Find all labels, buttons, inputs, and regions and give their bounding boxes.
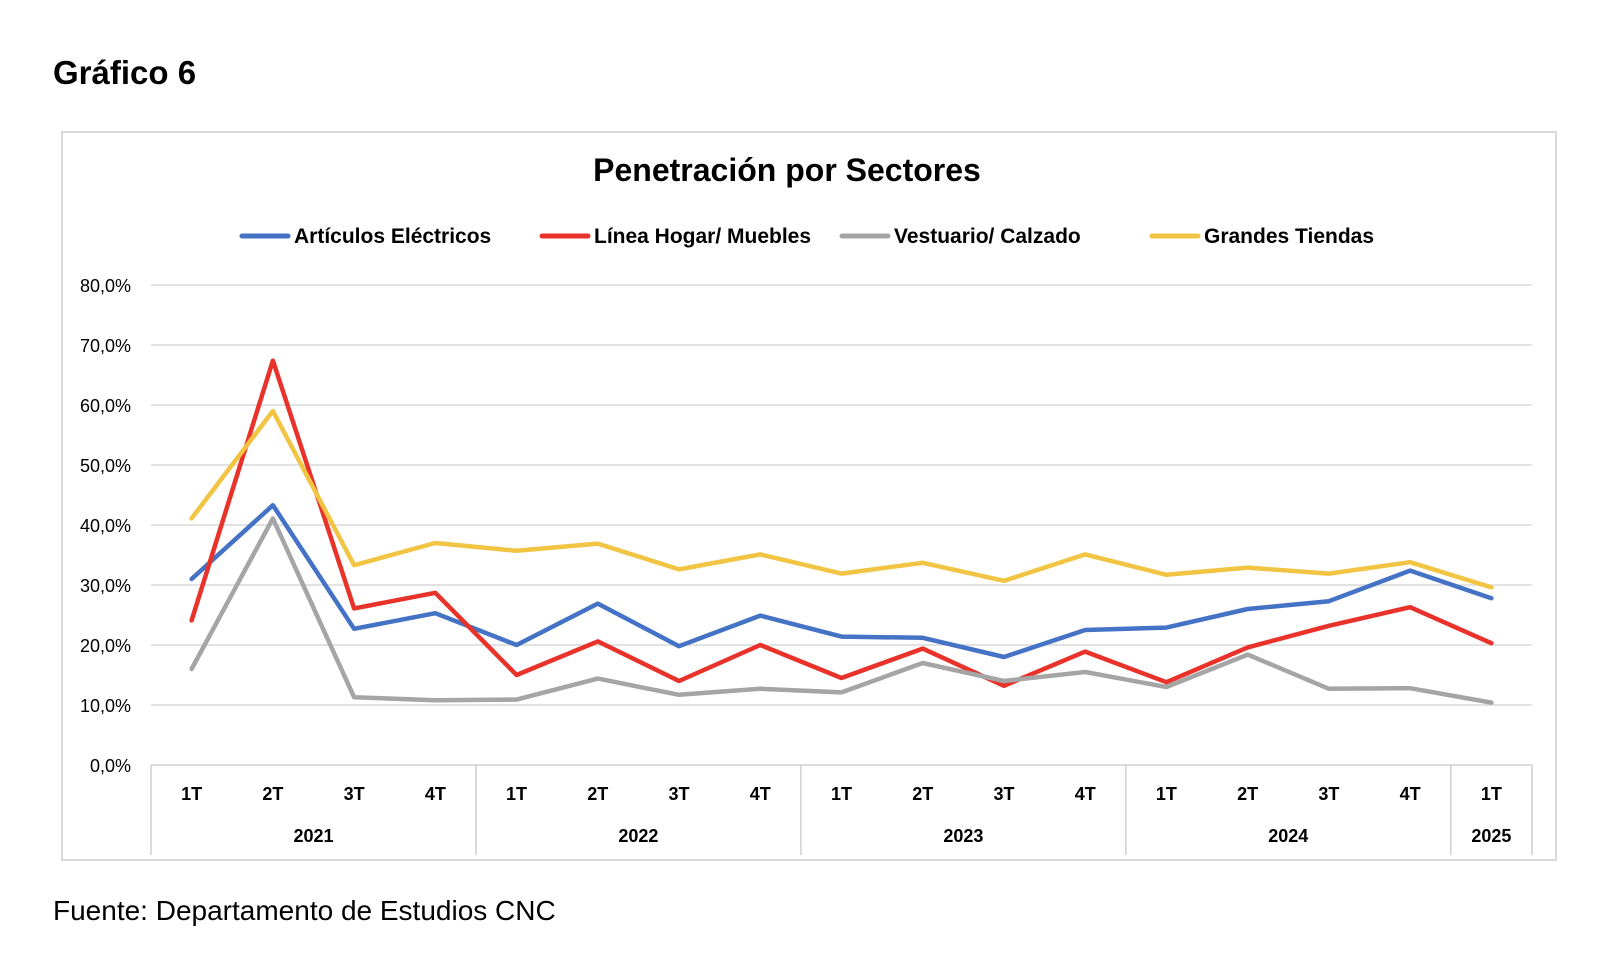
y-tick-label: 10,0%	[80, 696, 131, 716]
x-group-label: 2022	[618, 826, 658, 846]
y-tick-label: 70,0%	[80, 336, 131, 356]
legend-label: Vestuario/ Calzado	[894, 225, 1081, 248]
legend-label: Línea Hogar/ Muebles	[594, 225, 811, 248]
x-tick-label: 2T	[1237, 784, 1258, 804]
x-tick-label: 1T	[506, 784, 527, 804]
x-tick-label: 2T	[912, 784, 933, 804]
x-tick-label: 3T	[1318, 784, 1339, 804]
y-tick-label: 60,0%	[80, 396, 131, 416]
series-line	[189, 516, 1494, 705]
x-tick-label: 4T	[425, 784, 446, 804]
x-tick-label: 1T	[181, 784, 202, 804]
x-group-label: 2024	[1268, 826, 1308, 846]
figure-heading: Gráfico 6	[53, 54, 197, 91]
x-tick-label: 1T	[1156, 784, 1177, 804]
x-tick-label: 4T	[750, 784, 771, 804]
x-tick-label: 3T	[344, 784, 365, 804]
x-tick-label: 1T	[831, 784, 852, 804]
x-tick-label: 1T	[1481, 784, 1502, 804]
x-axis: 1T 2T 3T 4T 1T 2T 3T 4T 1T 2T 3T 4T 1T 2T 3T 4T 1T 2021 20…	[150, 765, 1533, 855]
series-line	[189, 408, 1494, 590]
x-group-label: 2021	[293, 826, 333, 846]
x-tick-label: 2T	[587, 784, 608, 804]
y-tick-label: 30,0%	[80, 576, 131, 596]
y-tick-label: 80,0%	[80, 276, 131, 296]
legend-label: Artículos Eléctricos	[294, 225, 491, 248]
chart-frame	[61, 131, 1557, 861]
x-tick-label: 4T	[1400, 784, 1421, 804]
chart-gridlines	[151, 284, 1532, 766]
y-tick-label: 40,0%	[80, 516, 131, 536]
y-axis: 0,0% 10,0% 20,0% 30,0% 40,0% 50,0% 60,0% 70,0% 8…	[80, 276, 131, 776]
y-tick-label: 20,0%	[80, 636, 131, 656]
y-tick-label: 50,0%	[80, 456, 131, 476]
chart-series	[189, 358, 1494, 705]
series-line	[189, 358, 1494, 689]
x-tick-label: 3T	[993, 784, 1014, 804]
x-group-label: 2023	[943, 826, 983, 846]
series-line	[189, 502, 1494, 660]
y-tick-label: 0,0%	[90, 756, 131, 776]
x-group-label: 2025	[1471, 826, 1511, 846]
chart-legend: Artículos Eléctricos Línea Hogar/ Muebles…	[239, 225, 1374, 248]
x-tick-label: 2T	[262, 784, 283, 804]
legend-label: Grandes Tiendas	[1204, 225, 1374, 248]
chart-title: Penetración por Sectores	[593, 152, 981, 188]
source-note: Fuente: Departamento de Estudios CNC	[53, 895, 556, 926]
x-tick-label: 3T	[669, 784, 690, 804]
x-tick-label: 4T	[1075, 784, 1096, 804]
